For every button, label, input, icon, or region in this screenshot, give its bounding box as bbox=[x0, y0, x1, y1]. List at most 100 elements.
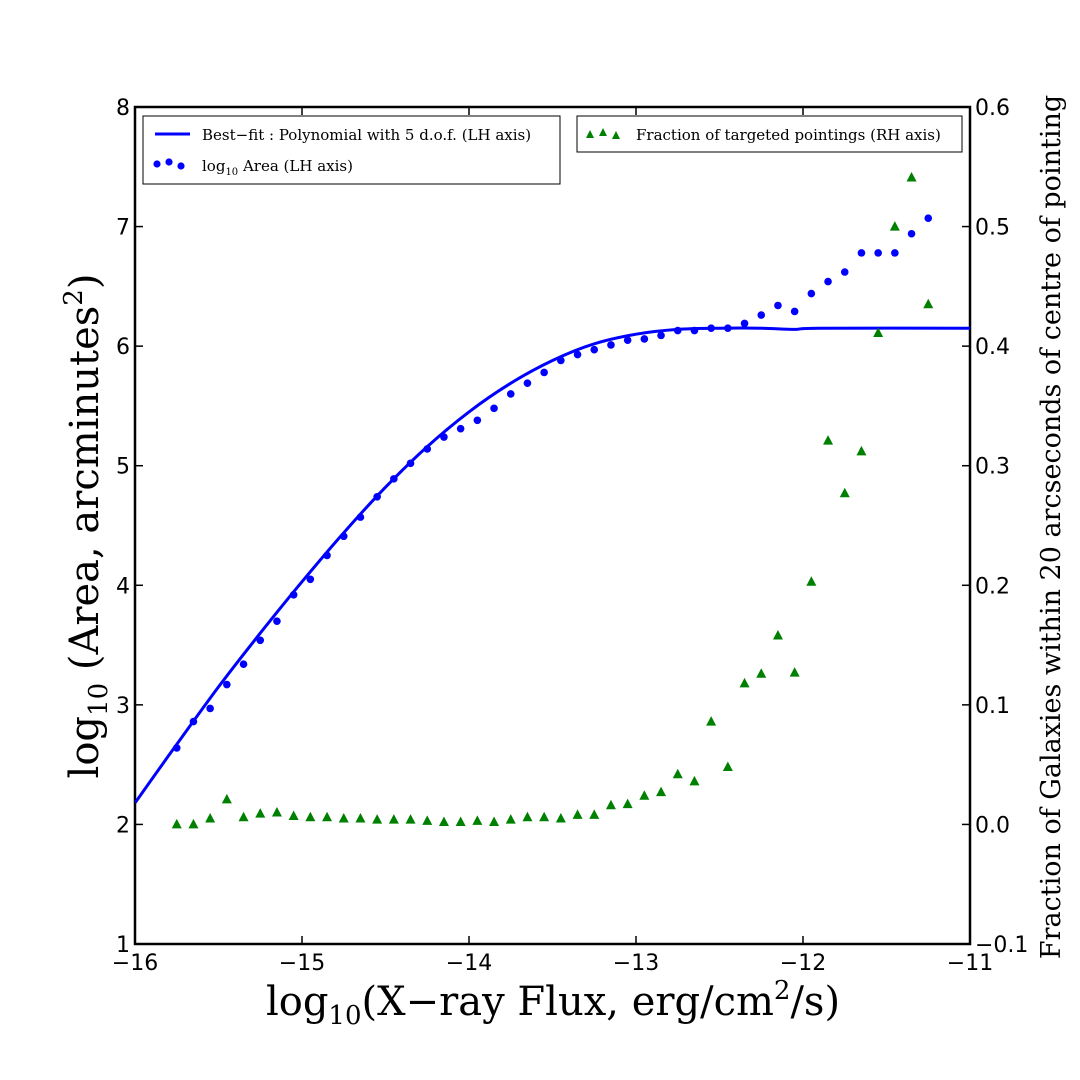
fraction-data-point bbox=[422, 815, 433, 825]
area-data-point bbox=[874, 249, 882, 257]
legend-left: Best−fit : Polynomial with 5 d.o.f. (LH … bbox=[142, 115, 561, 185]
fraction-data-point bbox=[322, 811, 333, 822]
fraction-data-point bbox=[656, 786, 667, 797]
fraction-data-point bbox=[539, 811, 550, 822]
y-left-tick-label: 6 bbox=[116, 335, 130, 360]
fraction-data-point bbox=[489, 816, 500, 827]
area-data-point bbox=[673, 326, 682, 335]
area-data-point bbox=[857, 249, 866, 257]
fraction-data-point bbox=[205, 812, 216, 823]
fraction-data-point bbox=[689, 775, 700, 786]
fraction-data-point bbox=[589, 809, 600, 819]
fraction-data-point bbox=[672, 768, 683, 779]
area-data-point bbox=[690, 326, 699, 335]
y-right-tick-label: −0.1 bbox=[975, 933, 1028, 958]
x-axis-title: log10(X−ray Flux, erg/cm2/s) bbox=[266, 976, 840, 1031]
fraction-data-point bbox=[806, 576, 817, 586]
fraction-data-point bbox=[639, 790, 650, 800]
y-right-axis-title: Fraction of Galaxies within 20 arcsecond… bbox=[1036, 95, 1067, 959]
area-data-point bbox=[356, 513, 365, 521]
fraction-data-point bbox=[505, 814, 516, 824]
area-data-point bbox=[223, 680, 231, 689]
area-data-point bbox=[540, 368, 548, 377]
area-data-point bbox=[456, 424, 465, 433]
fraction-data-point bbox=[438, 816, 449, 827]
area-data-point bbox=[607, 341, 615, 349]
fraction-data-point bbox=[789, 667, 800, 677]
legend-fit-label: Best−fit : Polynomial with 5 d.o.f. (LH … bbox=[202, 126, 531, 144]
best-fit-line bbox=[135, 326, 970, 804]
area-data-point bbox=[373, 493, 381, 501]
y-left-tick-label: 4 bbox=[116, 574, 130, 599]
y-right-tick-label: 0.4 bbox=[975, 335, 1010, 360]
area-data-point bbox=[907, 229, 916, 238]
area-data-point bbox=[406, 459, 415, 468]
area-data-point bbox=[490, 404, 498, 413]
y-left-tick-label: 1 bbox=[116, 933, 130, 958]
area-data-point bbox=[239, 660, 248, 669]
area-data-point bbox=[189, 717, 198, 726]
area-data-point bbox=[740, 319, 749, 328]
area-data-point bbox=[924, 214, 933, 223]
fraction-data-point bbox=[255, 808, 266, 818]
y-left-axis-title: log10 (Area, arcminutes2) bbox=[59, 274, 114, 779]
y-right-tick-label: 0.6 bbox=[975, 96, 1010, 121]
legend-area-marker bbox=[177, 162, 185, 170]
fraction-data-point bbox=[706, 716, 717, 726]
y-left-axis-ticks: 1 2 3 4 5 6 7 8 bbox=[116, 96, 143, 958]
area-data-point bbox=[523, 379, 532, 388]
fraction-data-point bbox=[622, 798, 633, 809]
area-data-point bbox=[807, 289, 816, 298]
legend-left-box bbox=[142, 115, 561, 185]
fraction-data-point bbox=[472, 815, 483, 825]
area-data-point bbox=[256, 636, 265, 645]
area-data-point bbox=[289, 591, 298, 599]
fraction-data-point bbox=[839, 487, 850, 498]
x-tick-label: −13 bbox=[613, 951, 659, 976]
area-data-point bbox=[774, 301, 782, 310]
area-data-point bbox=[440, 433, 448, 441]
x-axis-ticks: −16 −15 −14 −13 −12 −11 bbox=[112, 107, 993, 976]
y-right-tick-label: 0.0 bbox=[975, 813, 1010, 838]
fraction-data-point bbox=[355, 812, 366, 823]
fraction-data-point bbox=[739, 677, 750, 688]
fraction-data-point bbox=[271, 806, 282, 817]
fraction-data-point bbox=[572, 809, 583, 819]
x-tick-label: −15 bbox=[279, 951, 325, 976]
y-right-tick-label: 0.1 bbox=[975, 694, 1010, 719]
legend-fraction-marker bbox=[612, 131, 620, 139]
area-data-point bbox=[657, 331, 665, 340]
area-data-point bbox=[557, 356, 565, 365]
area-data-point bbox=[506, 390, 515, 398]
fraction-data-point bbox=[338, 812, 349, 823]
area-data-point bbox=[306, 575, 315, 584]
x-tick-label: −11 bbox=[947, 951, 993, 976]
area-data-point bbox=[840, 268, 849, 276]
fraction-data-point bbox=[823, 435, 834, 445]
fraction-data-point bbox=[455, 816, 466, 827]
legend-right: Fraction of targeted pointings (RH axis) bbox=[576, 115, 963, 153]
legend-fraction-marker bbox=[599, 128, 607, 136]
y-right-axis-ticks: −0.1 0.0 0.1 0.2 0.3 0.4 0.5 0.6 bbox=[962, 96, 1028, 958]
area-data-point bbox=[790, 307, 799, 316]
series-layer bbox=[135, 172, 970, 829]
y-right-tick-label: 0.5 bbox=[975, 216, 1010, 241]
plot-area bbox=[133, 105, 972, 946]
area-data-point bbox=[206, 704, 214, 713]
fraction-data-point bbox=[171, 818, 182, 829]
fraction-data-point bbox=[555, 812, 566, 823]
legend-area-label: log10 Area (LH axis) bbox=[202, 157, 353, 178]
y-right-tick-label: 0.3 bbox=[975, 455, 1010, 480]
legend-right-box bbox=[576, 115, 963, 153]
area-data-point bbox=[273, 617, 281, 625]
y-right-tick-label: 0.2 bbox=[975, 574, 1010, 599]
area-data-point bbox=[707, 324, 715, 333]
fraction-data-point bbox=[388, 814, 399, 824]
fraction-data-point bbox=[772, 630, 783, 640]
fraction-data-point bbox=[522, 811, 533, 822]
fraction-data-point bbox=[221, 793, 232, 804]
legend-fraction-marker bbox=[586, 130, 594, 138]
x-tick-label: −16 bbox=[112, 951, 158, 976]
fraction-data-point bbox=[923, 298, 934, 309]
